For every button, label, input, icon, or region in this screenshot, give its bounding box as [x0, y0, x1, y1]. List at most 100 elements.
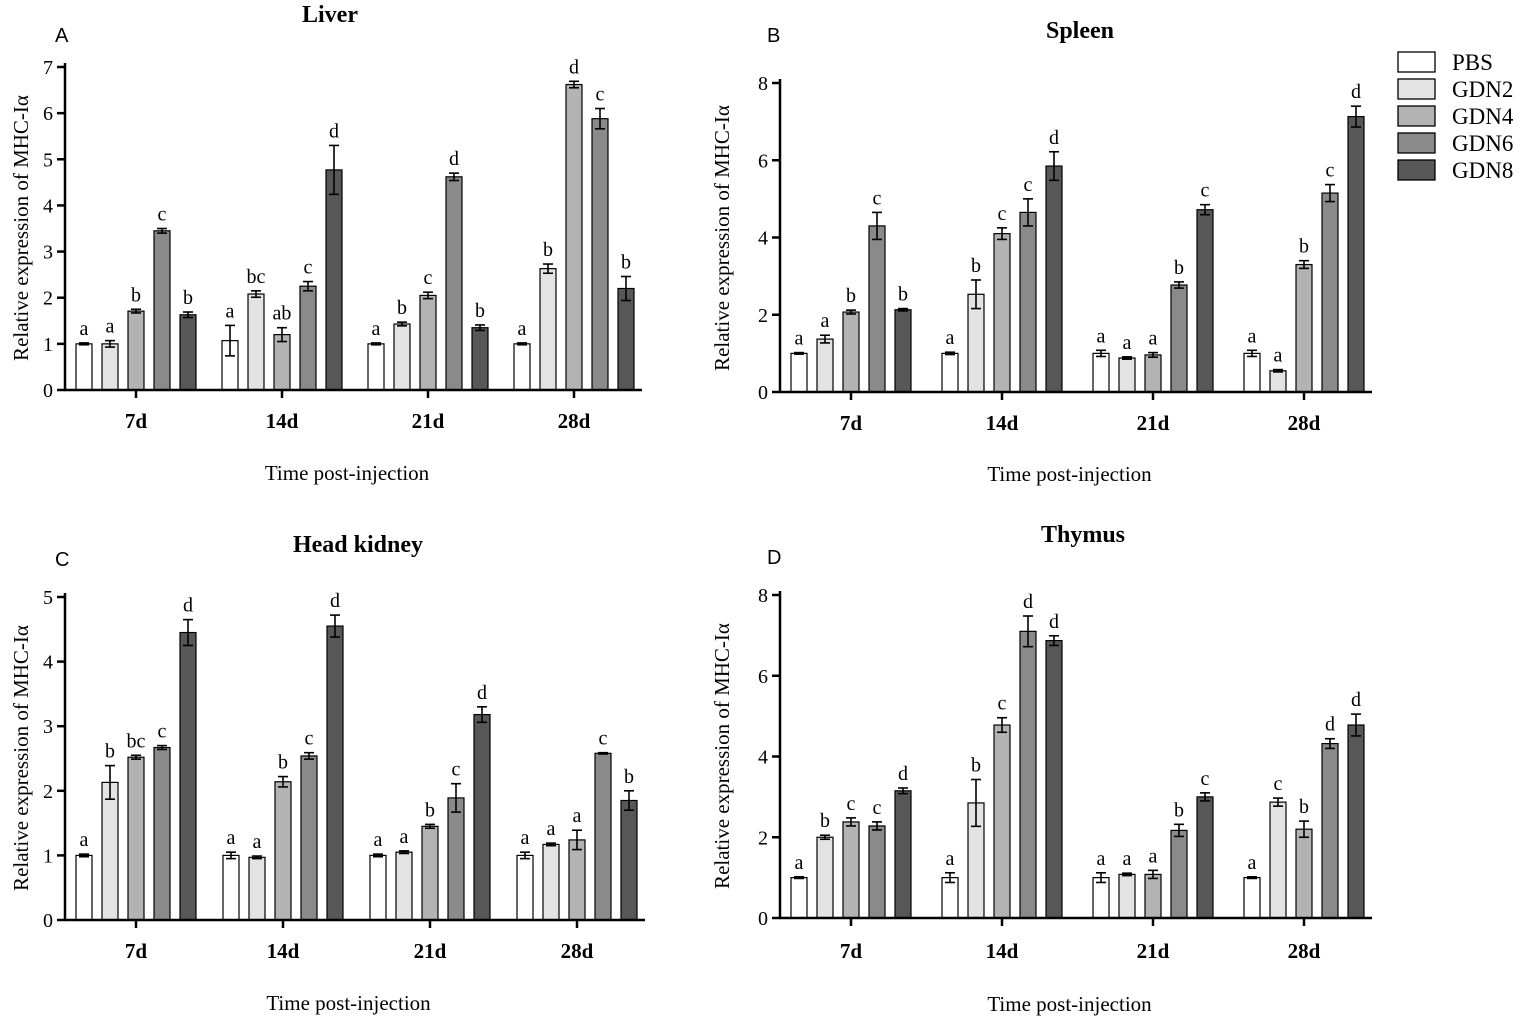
bar	[591, 118, 609, 391]
y-tick-label: 4	[43, 652, 53, 674]
y-tick-label: 4	[43, 195, 53, 217]
significance-label: a	[573, 805, 582, 827]
significance-label: c	[304, 257, 313, 279]
significance-label: a	[518, 318, 527, 340]
significance-label: a	[374, 829, 383, 851]
bar	[516, 854, 534, 921]
significance-label: a	[946, 848, 955, 870]
chart-panel-d: D Thymus Relative expression of MHC-Iα Time…	[710, 522, 1372, 1016]
legend-label: GDN2	[1452, 77, 1513, 102]
bar	[153, 746, 171, 921]
y-tick-label: 0	[758, 908, 768, 930]
significance-label: a	[821, 310, 830, 332]
y-tick-label: 2	[758, 305, 768, 327]
significance-label: d	[1049, 127, 1059, 149]
significance-label: a	[1149, 845, 1158, 867]
bar	[542, 843, 560, 921]
y-tick-label: 2	[43, 781, 53, 803]
significance-label: c	[452, 759, 461, 781]
significance-label: b	[1174, 257, 1184, 279]
bar	[274, 781, 292, 921]
bar	[247, 293, 265, 391]
bar	[894, 309, 912, 393]
bar	[222, 854, 240, 921]
bar	[941, 352, 959, 393]
significance-label: b	[624, 766, 634, 788]
significance-label: a	[1123, 848, 1132, 870]
legend-item: GDN8	[1397, 158, 1513, 183]
y-tick-label: 0	[758, 382, 768, 404]
significance-label: c	[998, 693, 1007, 715]
bar	[325, 169, 343, 391]
panel-letter: D	[767, 547, 781, 569]
significance-label: c	[158, 204, 167, 226]
y-tick-label: 3	[43, 242, 53, 264]
y-tick-label: 5	[43, 587, 53, 609]
bar	[941, 877, 959, 919]
significance-label: b	[1174, 799, 1184, 821]
y-tick-label: 0	[43, 380, 53, 402]
significance-label: a	[372, 318, 381, 340]
significance-label: ab	[273, 303, 292, 325]
x-tick-label: 14d	[267, 939, 300, 963]
y-tick-label: 3	[43, 716, 53, 738]
bar	[447, 797, 465, 921]
x-axis-title: Time post-injection	[266, 991, 431, 1015]
significance-label: a	[1274, 345, 1283, 367]
bar	[1118, 873, 1136, 919]
significance-label: c	[1326, 160, 1335, 182]
significance-label: b	[131, 284, 141, 306]
significance-label: b	[543, 239, 553, 261]
significance-label: b	[183, 287, 193, 309]
x-tick-label: 28d	[1288, 939, 1321, 963]
chart-title: Thymus	[1041, 522, 1125, 548]
y-tick-label: 2	[43, 288, 53, 310]
bar	[1347, 116, 1365, 393]
x-tick-label: 7d	[125, 409, 148, 433]
panel-letter: A	[55, 25, 69, 47]
bar	[513, 343, 531, 391]
significance-label: a	[1123, 332, 1132, 354]
y-tick-label: 4	[758, 228, 768, 250]
x-tick-label: 28d	[561, 939, 594, 963]
significance-label: c	[847, 793, 856, 815]
x-tick-label: 21d	[1137, 411, 1170, 435]
bar	[1019, 211, 1037, 393]
bar	[842, 821, 860, 919]
significance-label: a	[226, 300, 235, 322]
panel-letter: C	[55, 549, 69, 571]
significance-label: a	[795, 328, 804, 350]
bar	[273, 334, 291, 391]
bar	[1196, 209, 1214, 393]
significance-label: d	[1351, 689, 1361, 711]
significance-label: c	[158, 721, 167, 743]
significance-label: d	[329, 120, 339, 142]
y-axis-title: Relative expression of MHC-Iα	[710, 623, 734, 889]
y-tick-label: 4	[758, 747, 768, 769]
x-tick-label: 21d	[412, 409, 445, 433]
bar	[993, 724, 1011, 919]
bar	[299, 285, 317, 391]
legend-swatch	[1397, 159, 1436, 181]
bar	[1144, 873, 1162, 919]
legend-swatch	[1397, 51, 1436, 73]
bar	[1269, 801, 1287, 919]
bar	[1196, 796, 1214, 919]
bar	[395, 851, 413, 921]
significance-label: b	[105, 741, 115, 763]
y-tick-label: 6	[758, 666, 768, 688]
y-tick-label: 6	[758, 150, 768, 172]
bar	[816, 836, 834, 919]
bar	[1295, 828, 1313, 919]
bar	[1347, 724, 1365, 919]
significance-label: a	[80, 829, 89, 851]
bar	[1045, 165, 1063, 393]
bar	[868, 825, 886, 919]
significance-label: c	[599, 728, 608, 750]
significance-label: b	[278, 752, 288, 774]
y-tick-label: 1	[43, 845, 53, 867]
significance-label: b	[475, 300, 485, 322]
significance-label: b	[1299, 236, 1309, 258]
bar	[367, 343, 385, 391]
